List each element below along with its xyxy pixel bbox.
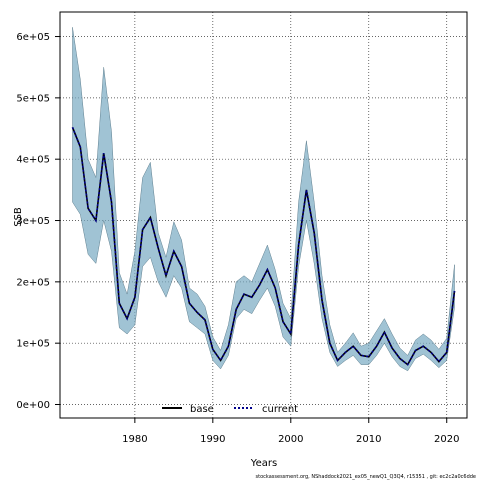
footnote: stockassessment.org, NShaddock2021_ex05_… [256, 474, 476, 480]
y-tick-label: 2e+05 [16, 277, 50, 288]
legend-label-current: current [262, 404, 298, 415]
y-axis: 0e+00 1e+05 2e+05 3e+05 4e+05 5e+05 6e+05 [16, 32, 60, 411]
y-tick-label: 6e+05 [16, 32, 50, 43]
y-tick-label: 0e+00 [16, 400, 50, 411]
confidence-band [72, 27, 455, 372]
y-tick-label: 3e+05 [16, 216, 50, 227]
x-tick-label: 2020 [434, 434, 459, 445]
grid-lines [60, 12, 467, 418]
y-axis-title: SSB [13, 207, 24, 227]
series-line-current [71, 127, 456, 366]
x-tick-label: 1990 [200, 434, 225, 445]
x-tick-label: 1980 [122, 434, 147, 445]
x-axis: 1980 1990 2000 2010 2020 [122, 418, 459, 445]
legend: base current [162, 404, 298, 415]
legend-label-base: base [190, 404, 214, 415]
x-tick-label: 2000 [278, 434, 303, 445]
y-tick-label: 5e+05 [16, 93, 50, 104]
y-tick-label: 4e+05 [16, 155, 50, 166]
y-tick-label: 1e+05 [16, 339, 50, 350]
x-axis-title: Years [250, 458, 277, 469]
x-tick-label: 2010 [356, 434, 381, 445]
plot-frame [59, 11, 468, 419]
